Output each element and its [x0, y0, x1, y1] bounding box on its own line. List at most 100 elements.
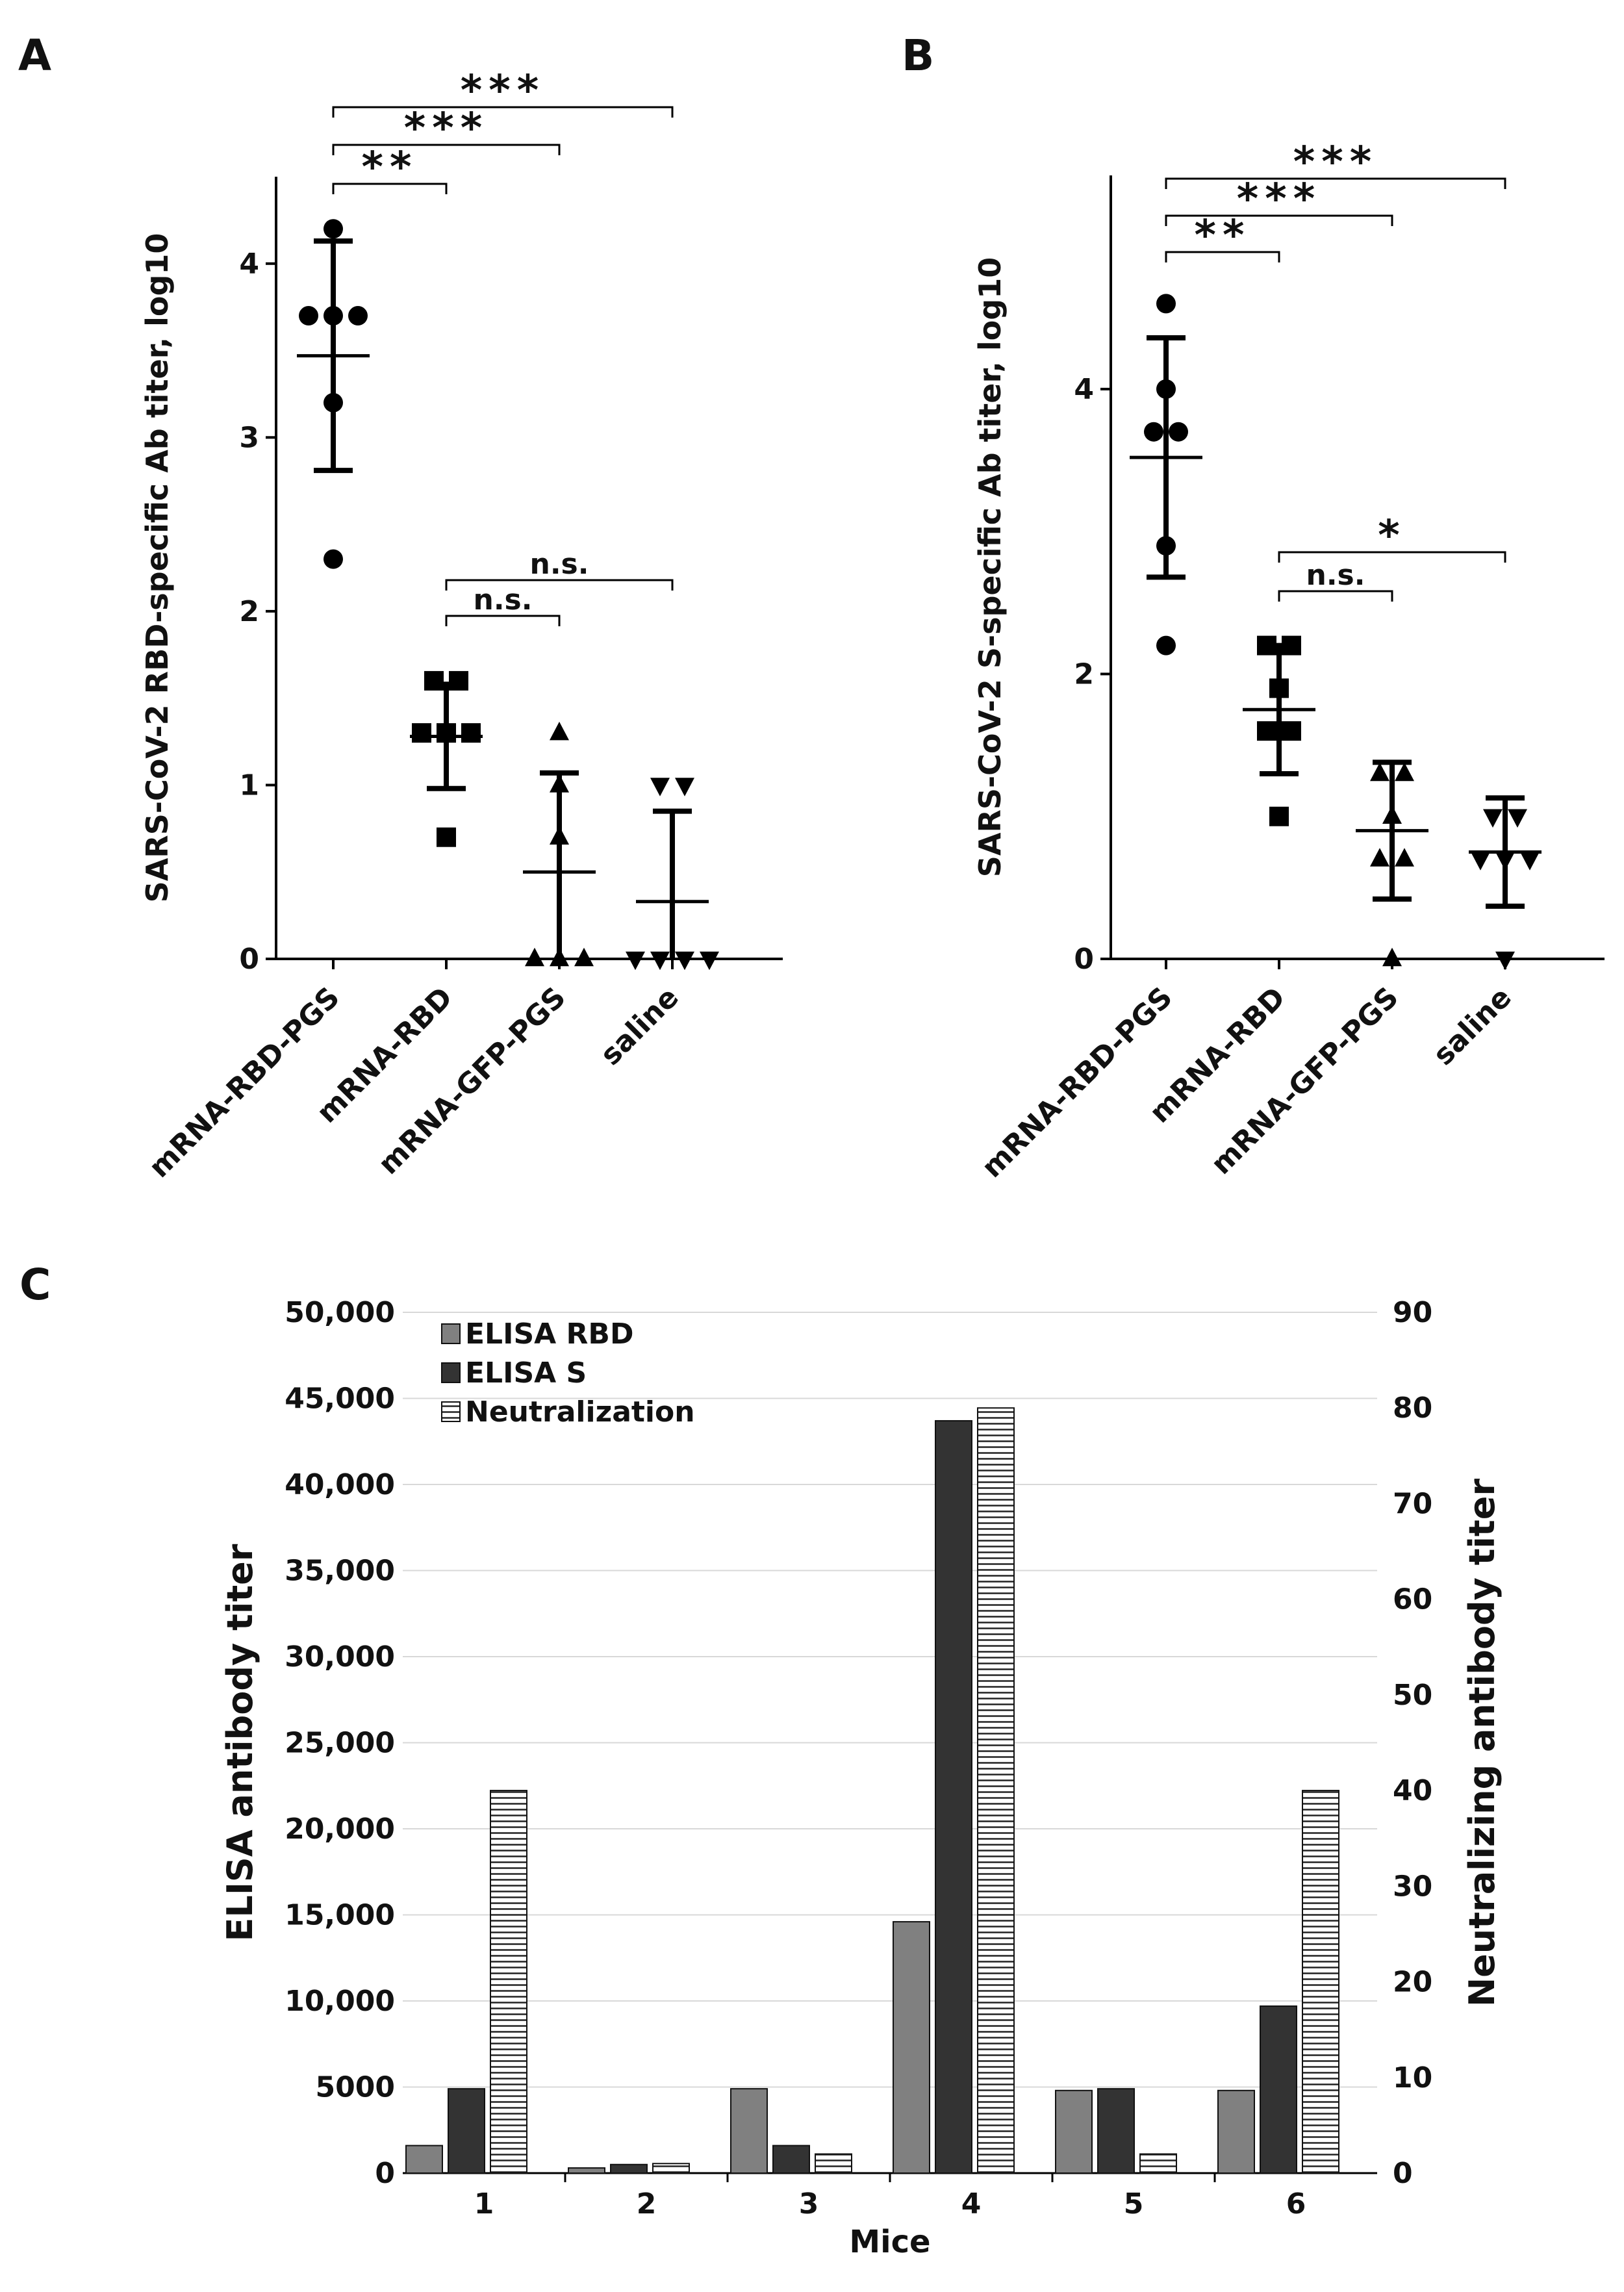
y-tick-label: 4: [239, 248, 259, 281]
y2-axis-label: Neutralizing antibody titer: [1462, 1479, 1503, 2007]
data-point-mrna-rbd: [412, 723, 431, 743]
y2-tick-label: 60: [1393, 1583, 1432, 1616]
x-axis-label: Mice: [849, 2224, 930, 2260]
data-point-mrna-gfp-pgs: [574, 947, 594, 967]
data-point-mrna-rbd: [1269, 678, 1289, 698]
bracket-line: [332, 106, 674, 118]
bar-elisa-rbd-mouse-4: [893, 1921, 930, 2174]
bar-neutralization-mouse-3: [815, 2153, 852, 2174]
bracket-line: [1165, 214, 1393, 226]
x-tick-label-saline: saline: [1427, 981, 1518, 1072]
error-bar-mrna-rbd: [1243, 643, 1315, 776]
bracket-line: [1165, 251, 1280, 262]
significance-label: ***: [1237, 175, 1321, 223]
y-tick-label: 45,000: [285, 1382, 395, 1416]
y-tick-label: 35,000: [285, 1555, 395, 1588]
significance-bracket: n.s.: [1278, 559, 1393, 602]
y2-tick-label: 20: [1393, 1966, 1432, 1999]
bar-elisa-s-mouse-1: [448, 2088, 485, 2174]
error-bar-mrna-gfp-pgs: [1356, 759, 1428, 902]
data-point-mrna-gfp-pgs: [1395, 762, 1414, 782]
legend-swatch-elisa-s: [441, 1362, 461, 1383]
bar-neutralization-mouse-2: [652, 2163, 690, 2174]
significance-bracket: ***: [332, 105, 561, 155]
y2-tick-label: 70: [1393, 1487, 1432, 1520]
bracket-line: [332, 144, 561, 155]
bar-elisa-s-mouse-2: [610, 2163, 648, 2174]
significance-bracket: **: [1165, 212, 1280, 262]
significance-label: **: [362, 144, 418, 192]
data-point-mrna-rbd: [437, 723, 456, 743]
data-point-saline: [1508, 809, 1527, 828]
panel-a: A 0 1 2 3 4 SARS-CoV-2 RBD-specific Ab titer, …: [18, 31, 783, 1184]
y-tick-label: 3: [239, 421, 259, 454]
significance-label: ***: [1293, 138, 1378, 186]
data-point-mrna-rbd: [449, 670, 468, 691]
bar-elisa-s-mouse-3: [772, 2145, 810, 2174]
data-point-mrna-rbd-pgs: [1156, 379, 1176, 399]
y-tick-label: 1: [239, 769, 259, 802]
data-point-mrna-rbd-pgs: [1156, 294, 1176, 314]
legend-label-neutralization: Neutralization: [465, 1395, 695, 1429]
bar-elisa-rbd-mouse-2: [568, 2167, 605, 2174]
data-point-saline: [1520, 852, 1540, 871]
bar-neutralization-mouse-6: [1302, 1790, 1339, 2174]
significance-bracket: **: [332, 144, 448, 194]
y-axis-label: ELISA antibody titer: [220, 1544, 260, 1941]
y2-tick-label: 40: [1393, 1774, 1432, 1807]
data-point-mrna-rbd: [1257, 635, 1276, 656]
x-tick-label-1: 1: [474, 2187, 494, 2221]
data-point-saline: [1495, 852, 1515, 871]
bracket-line: [445, 579, 674, 591]
bracket-line: [1278, 551, 1506, 563]
data-point-mrna-gfp-pgs: [1370, 848, 1389, 867]
data-point-mrna-rbd: [1282, 635, 1301, 656]
y2-tick-label: 50: [1393, 1679, 1432, 1712]
x-tick-label-5: 5: [1124, 2187, 1144, 2221]
y2-tick-label: 80: [1393, 1392, 1432, 1425]
data-point-mrna-gfp-pgs: [550, 826, 569, 845]
panel-c: C 0 5000 10,000 15,000 20,000 25,000 30,000 35,0…: [19, 1260, 1503, 2260]
bar-elisa-rbd-mouse-6: [1217, 2089, 1255, 2174]
y-tick-label: 40,000: [285, 1468, 395, 1501]
bracket-line: [332, 183, 448, 194]
bar-neutralization-mouse-5: [1139, 2153, 1177, 2174]
y-axis-label: SARS-CoV-2 RBD-specific Ab titer, log10: [140, 233, 175, 903]
y-tick-label: 2: [1074, 657, 1094, 691]
significance-bracket: ***: [1165, 138, 1506, 189]
x-tick-label-mrna-rbd-pgs: mRNA-RBD-PGS: [143, 981, 346, 1184]
data-point-mrna-rbd-pgs: [324, 306, 343, 326]
bracket-line: [445, 615, 561, 626]
data-point-mrna-rbd-pgs: [324, 392, 343, 413]
panel-label: A: [18, 31, 51, 81]
data-point-saline: [1471, 852, 1490, 871]
y-tick-label: 10,000: [285, 1985, 395, 2018]
error-bar-saline: [636, 808, 709, 959]
bar-elisa-rbd-mouse-1: [405, 2145, 443, 2174]
bar-neutralization-mouse-4: [977, 1407, 1015, 2174]
data-point-mrna-rbd-pgs: [299, 306, 318, 326]
data-point-mrna-gfp-pgs: [550, 721, 569, 741]
x-tick-label-3: 3: [799, 2187, 819, 2221]
y-tick-label: 25,000: [285, 1727, 395, 1760]
data-point-mrna-gfp-pgs: [550, 774, 569, 793]
data-point-mrna-rbd-pgs: [324, 219, 343, 239]
significance-label: *: [1378, 512, 1406, 560]
y-tick-label: 30,000: [285, 1640, 395, 1674]
data-point-mrna-rbd: [424, 670, 444, 691]
bar-elisa-s-mouse-5: [1097, 2088, 1135, 2174]
data-point-saline: [1495, 951, 1515, 971]
data-point-mrna-rbd: [461, 723, 481, 743]
x-tick-label-mrna-gfp-pgs: mRNA-GFP-PGS: [1205, 981, 1405, 1181]
significance-label: ***: [461, 67, 545, 115]
data-point-saline: [675, 951, 694, 971]
x-tick-label-4: 4: [961, 2187, 982, 2221]
x-tick-label-mrna-rbd-pgs: mRNA-RBD-PGS: [976, 981, 1179, 1184]
y2-tick-label: 10: [1393, 2061, 1432, 2095]
data-point-mrna-gfp-pgs: [525, 947, 544, 967]
bar-elisa-s-mouse-4: [935, 1420, 972, 2174]
legend: ELISA RBD ELISA S Neutralization: [441, 1318, 695, 1429]
legend-swatch-neutralization: [441, 1401, 461, 1422]
